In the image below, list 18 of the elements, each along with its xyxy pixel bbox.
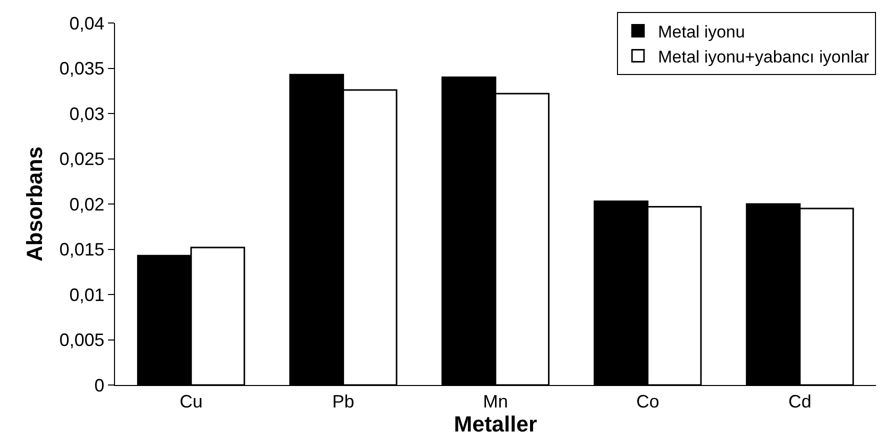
- y-tick-label: 0,04: [69, 13, 104, 34]
- y-tick-label: 0: [94, 375, 104, 396]
- x-tick-label: Cu: [180, 392, 203, 412]
- x-tick-label: Cd: [788, 392, 812, 412]
- x-tick-label: Co: [636, 392, 660, 412]
- y-tick-label: 0,02: [69, 194, 104, 214]
- x-tick-label: Mn: [482, 392, 508, 412]
- x-axis-title: Metaller: [454, 412, 538, 437]
- x-tick-label: Pb: [332, 392, 354, 412]
- y-tick-label: 0,01: [69, 284, 104, 305]
- legend-label: Metal iyonu+yabancı iyonlar: [658, 47, 870, 66]
- y-tick-label: 0,015: [59, 240, 104, 260]
- y-tick-label: 0,005: [59, 330, 104, 350]
- y-tick-label: 0,035: [59, 58, 104, 79]
- y-axis-title: Absorbans: [22, 146, 48, 262]
- y-tick-label: 0,025: [59, 149, 104, 170]
- y-tick-label: 0,03: [69, 104, 104, 124]
- legend-label: Metal iyonu: [658, 22, 745, 42]
